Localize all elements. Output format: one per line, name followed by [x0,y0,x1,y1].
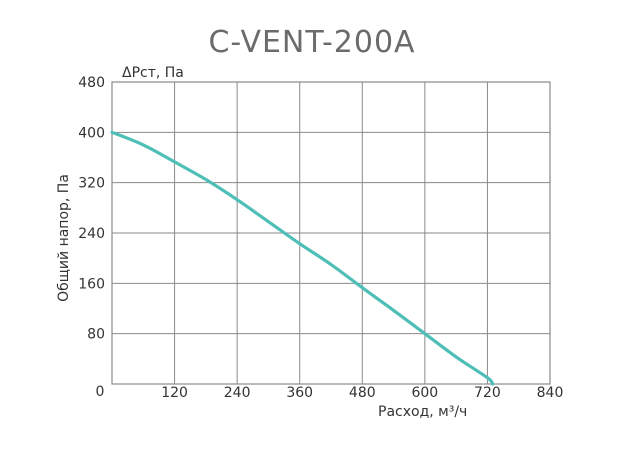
y-axis-top-label: ΔPст, Па [122,65,184,81]
x-tick-label: 480 [349,385,376,401]
x-tick-label: 360 [286,385,313,401]
grid [111,81,551,385]
x-axis-ticks: 120 240 360 480 600 720 840 [161,385,563,401]
series-layer [110,130,495,386]
x-tick-label: 600 [411,385,438,401]
y-tick-label: 480 [78,75,105,91]
y-tick-label: 160 [78,276,105,292]
y-axis-label: Общий напор, Па [56,174,72,302]
x-tick-label: 120 [161,385,188,401]
x-axis-label: Расход, м³/ч [378,404,467,420]
y-tick-label: 0 [96,384,105,400]
y-tick-label: 240 [78,226,105,242]
x-tick-label: 240 [224,385,251,401]
y-tick-label: 400 [78,125,105,141]
y-axis-ticks: 0 80 160 240 320 400 480 [78,75,105,400]
chart-title: C-VENT-200A [208,25,415,60]
y-tick-label: 320 [78,176,105,192]
x-tick-label: 840 [537,385,564,401]
series-line [110,130,495,386]
y-tick-label: 80 [87,327,105,343]
x-tick-label: 720 [474,385,501,401]
